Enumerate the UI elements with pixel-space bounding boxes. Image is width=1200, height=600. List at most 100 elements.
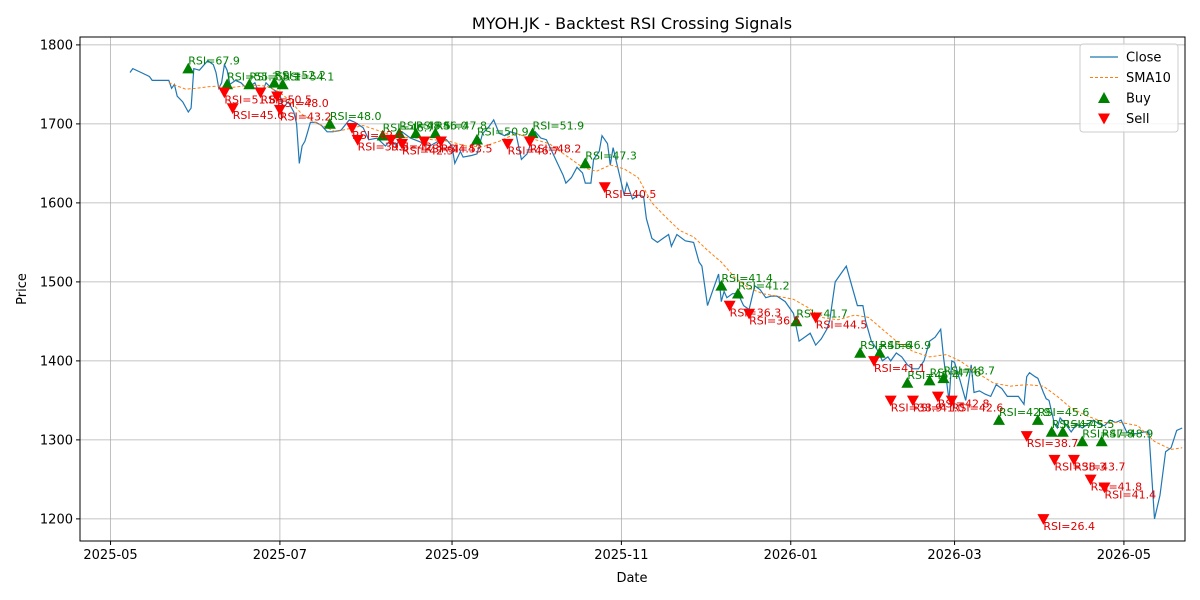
buy-marker bbox=[1095, 435, 1108, 447]
sell-marker bbox=[1098, 482, 1111, 494]
buy-marker bbox=[854, 346, 867, 358]
sell-marker bbox=[384, 134, 397, 146]
sell-annotation: RSI=43.2 bbox=[280, 111, 332, 124]
y-tick-label: 1400 bbox=[40, 354, 73, 369]
sell-marker bbox=[418, 136, 431, 148]
buy-annotation: RSI=45.6 bbox=[860, 339, 912, 352]
sell-annotation: RSI=41.1 bbox=[874, 362, 926, 375]
x-tick-label: 2025-05 bbox=[83, 548, 137, 563]
x-tick-label: 2026-03 bbox=[927, 548, 981, 563]
buy-marker bbox=[1056, 425, 1069, 437]
buy-annotation: RSI=48.7 bbox=[943, 364, 995, 377]
sell-annotation: RSI=44.5 bbox=[816, 318, 868, 331]
buy-annotation: RSI=41.7 bbox=[796, 307, 848, 320]
buy-marker bbox=[268, 76, 281, 88]
buy-marker bbox=[182, 62, 195, 74]
sell-marker bbox=[945, 395, 958, 407]
chart-title: MYOH.JK - Backtest RSI Crossing Signals bbox=[472, 14, 792, 33]
buy-annotation: RSI=41.2 bbox=[738, 280, 790, 293]
y-tick-label: 1600 bbox=[40, 196, 73, 211]
sell-annotation: RSI=38.3 bbox=[1055, 461, 1107, 474]
sell-marker bbox=[271, 91, 284, 103]
buy-annotation: RSI=47.3 bbox=[585, 149, 637, 162]
sell-marker bbox=[351, 134, 364, 146]
plot-area: RSI=67.9 RSI=55.3RSI=55.1RSI=52.2RSI=54.1… bbox=[129, 55, 1183, 533]
buy-annotation: RSI=45.6 bbox=[1038, 406, 1090, 419]
buy-annotation: RSI=55.3 bbox=[227, 70, 279, 83]
sell-marker bbox=[868, 356, 881, 367]
buy-annotation: RSI=47.8 bbox=[1082, 427, 1134, 440]
sell-marker bbox=[743, 308, 756, 320]
sell-marker bbox=[273, 104, 286, 116]
sell-annotation: RSI=41.4 bbox=[1104, 488, 1156, 501]
y-tick-label: 1800 bbox=[40, 38, 73, 53]
buy-marker bbox=[221, 78, 234, 90]
buy-annotation: RSI=41.4 bbox=[721, 272, 773, 285]
sell-annotation: RSI=42.6 bbox=[952, 401, 1004, 414]
series-line-sma10 bbox=[168, 82, 1183, 450]
sell-annotation: RSI=26.4 bbox=[1043, 520, 1095, 533]
x-tick-label: 2025-09 bbox=[425, 548, 479, 563]
x-tick-label: 2025-07 bbox=[253, 548, 307, 563]
sell-marker bbox=[1084, 474, 1097, 486]
buy-marker bbox=[1045, 425, 1058, 437]
sell-marker bbox=[1048, 454, 1061, 466]
sell-annotation: RSI=43.7 bbox=[1074, 461, 1126, 474]
sell-annotation: RSI=38.9 bbox=[891, 401, 943, 414]
sell-marker bbox=[501, 138, 514, 150]
sell-marker bbox=[218, 87, 231, 99]
buy-marker bbox=[579, 157, 592, 169]
sell-annotation: RSI=38.7 bbox=[1027, 437, 1079, 450]
sell-marker bbox=[434, 136, 447, 148]
sell-annotation: RSI=40.5 bbox=[605, 188, 657, 201]
buy-marker bbox=[471, 133, 484, 145]
buy-marker bbox=[923, 374, 936, 386]
buy-annotation: RSI=46.9 bbox=[880, 339, 932, 352]
sell-marker bbox=[1067, 454, 1080, 466]
legend-sell-swatch bbox=[1098, 113, 1110, 125]
legend-label: Buy bbox=[1126, 92, 1151, 107]
buy-annotation: RSI=67.9 bbox=[188, 55, 240, 68]
x-tick-label: 2026-01 bbox=[764, 548, 818, 563]
buy-marker bbox=[873, 346, 886, 358]
sell-annotation: RSI=36.5 bbox=[749, 314, 801, 327]
sell-marker bbox=[226, 103, 239, 115]
sell-annotation: RSI=48.0 bbox=[277, 97, 329, 110]
buy-marker bbox=[715, 279, 728, 291]
buy-annotation: RSI=48.9 bbox=[1102, 427, 1154, 440]
buy-annotation: RSI=50.9 bbox=[477, 126, 529, 139]
sell-annotation: RSI=45.0 bbox=[233, 109, 285, 122]
buy-annotation: RSI=47.5 bbox=[1052, 418, 1104, 431]
sell-marker bbox=[1020, 431, 1033, 442]
legend-box bbox=[1079, 43, 1179, 133]
buy-marker bbox=[323, 117, 336, 129]
buy-marker bbox=[1076, 435, 1089, 447]
axes-frame bbox=[79, 36, 1186, 542]
buy-marker bbox=[429, 127, 442, 139]
series-line-close bbox=[129, 59, 1183, 520]
buy-marker bbox=[409, 127, 422, 139]
x-axis-ticks: 2025-05 2025-07 2025-09 2025-11 2026-01 2026-… bbox=[83, 541, 1151, 563]
y-tick-label: 1200 bbox=[40, 512, 73, 527]
y-axis-label: Price bbox=[15, 273, 30, 305]
x-axis-label: Date bbox=[616, 571, 647, 586]
sell-annotation: RSI=36.3 bbox=[730, 307, 782, 320]
legend-label: Sell bbox=[1126, 112, 1149, 127]
sell-marker bbox=[884, 395, 897, 407]
sell-marker bbox=[906, 395, 919, 407]
sell-marker bbox=[523, 136, 536, 148]
sell-marker bbox=[598, 182, 611, 194]
buy-annotation: RSI=48.0 bbox=[330, 110, 382, 123]
x-tick-label: 2025-11 bbox=[594, 548, 648, 563]
legend-buy-swatch bbox=[1098, 92, 1110, 103]
sell-marker bbox=[254, 87, 267, 99]
sell-marker bbox=[1037, 514, 1050, 525]
sell-marker bbox=[396, 138, 409, 150]
sell-marker bbox=[931, 391, 944, 403]
buy-annotation: RSI=55.1 bbox=[249, 70, 301, 83]
sell-annotation: RSI=51.8 bbox=[224, 93, 276, 106]
buy-marker bbox=[1031, 414, 1044, 425]
buy-marker bbox=[937, 372, 950, 384]
buy-marker bbox=[901, 377, 914, 388]
